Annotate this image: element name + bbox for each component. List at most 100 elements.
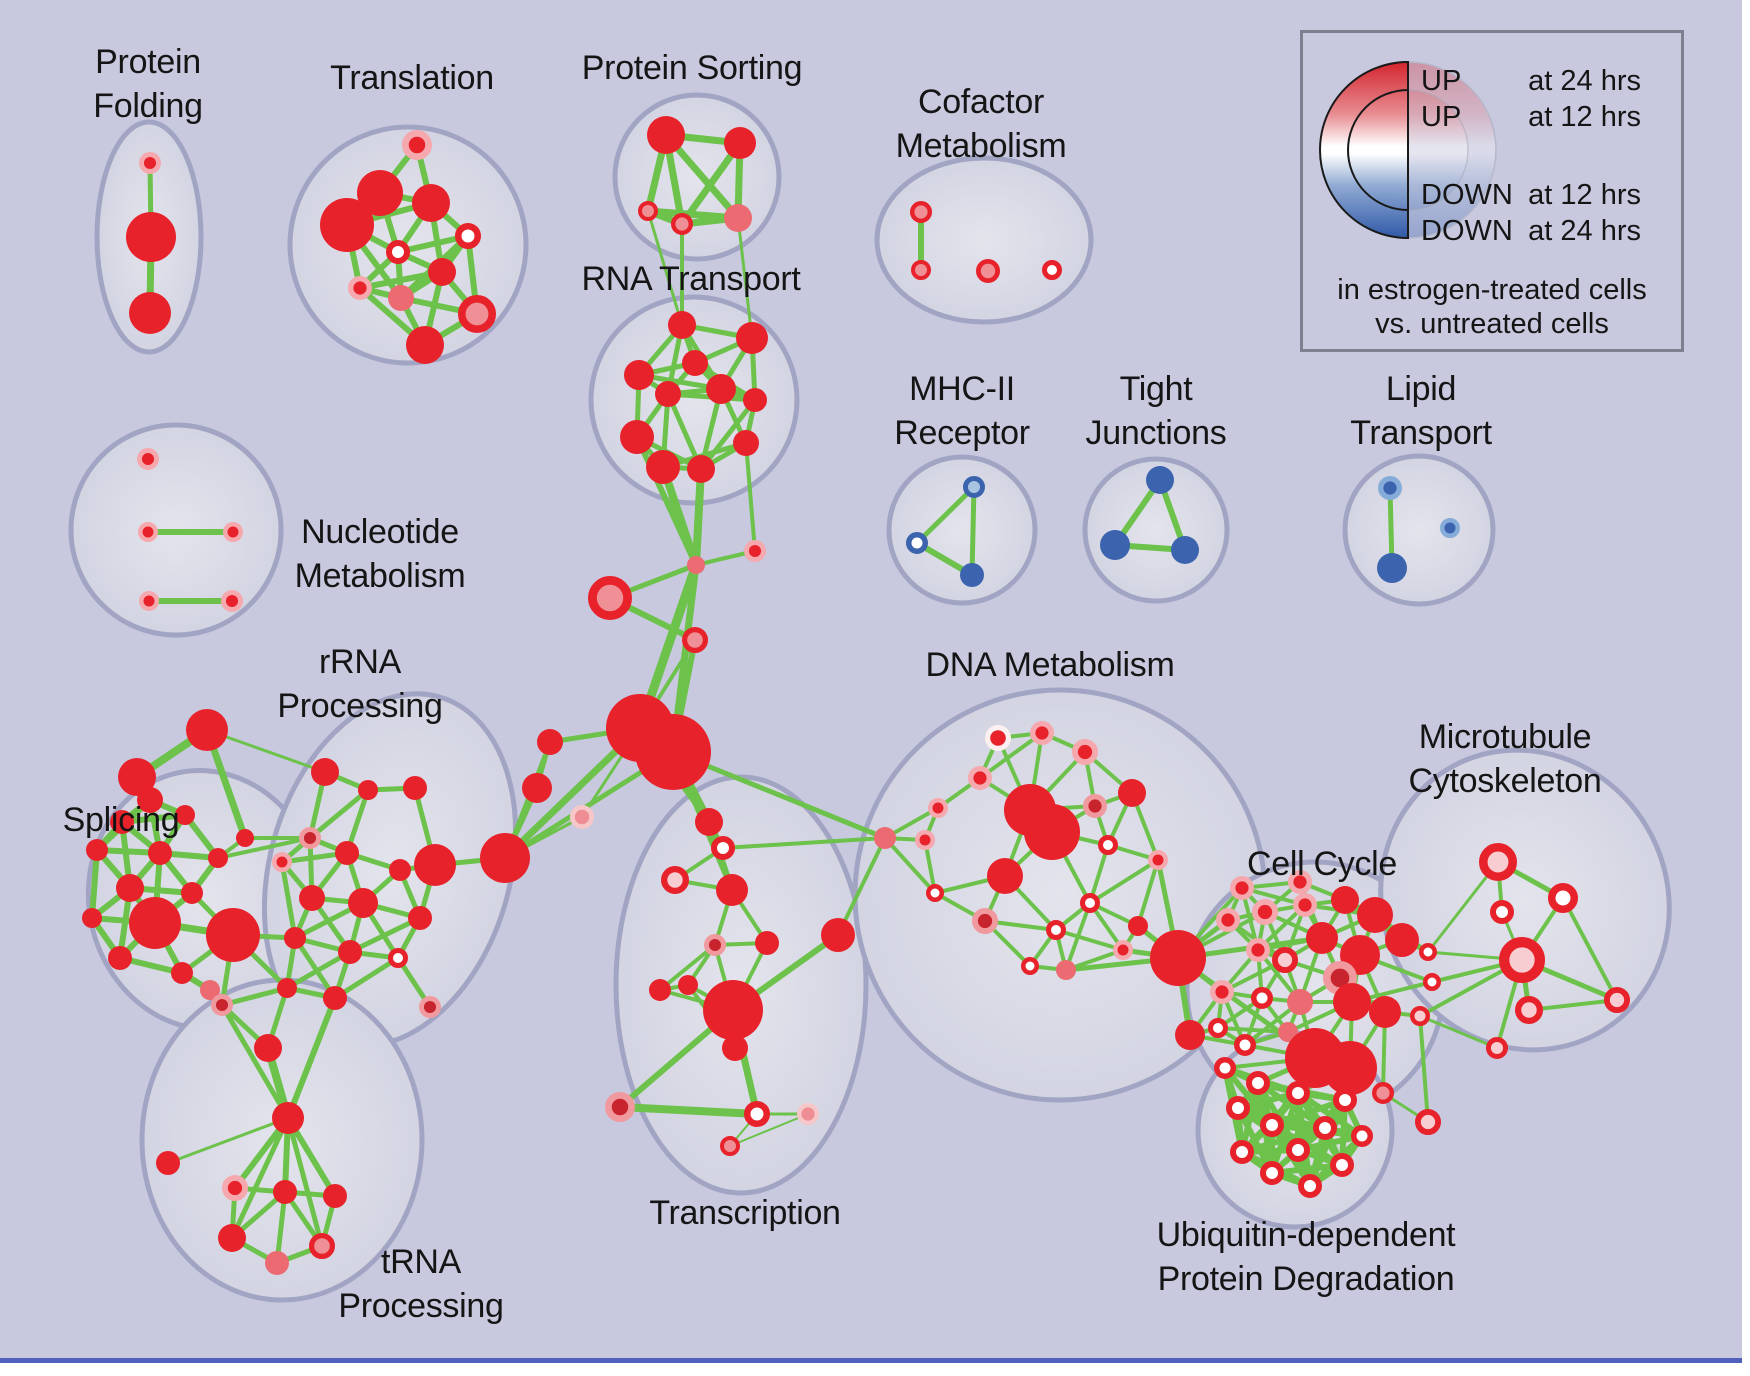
edge-ps3-rt1 xyxy=(646,210,684,326)
node-s8 xyxy=(181,882,203,904)
edge-d12-d16 xyxy=(1088,858,1160,905)
node-d6 xyxy=(1118,779,1146,807)
node-c10 xyxy=(1245,938,1270,963)
node-u6 xyxy=(1260,1113,1284,1137)
node-ps5 xyxy=(724,204,752,232)
node-tg2 xyxy=(118,758,156,796)
node-rt3 xyxy=(624,360,654,390)
node-d21 xyxy=(1056,960,1076,980)
node-mt10 xyxy=(1485,1036,1508,1059)
node-u5 xyxy=(1226,1096,1250,1120)
node-mt4 xyxy=(1499,936,1546,983)
node-ps1 xyxy=(647,116,685,154)
edge-mh1-mh3 xyxy=(969,486,977,576)
node-c3 xyxy=(1292,893,1317,918)
node-nm1 xyxy=(137,448,160,471)
edge-d12-d18 xyxy=(1136,859,1160,927)
node-mh3 xyxy=(960,563,984,587)
legend-up-12-time: at 12 hrs xyxy=(1528,101,1641,133)
node-tr6 xyxy=(703,933,726,956)
legend-box: UP at 24 hrs UP at 12 hrs DOWN at 12 hrs… xyxy=(1300,30,1684,352)
node-u1 xyxy=(1214,1057,1236,1079)
network-nodes xyxy=(82,116,1631,1275)
node-nm4 xyxy=(139,591,159,611)
legend-down-24-time: at 24 hrs xyxy=(1528,215,1641,247)
legend-footer-line2: vs. untreated cells xyxy=(1375,308,1609,340)
node-d15 xyxy=(971,907,998,934)
node-tg1 xyxy=(186,709,228,751)
node-tj1 xyxy=(1146,466,1174,494)
edge-tr2-d22 xyxy=(722,836,886,850)
node-s2 xyxy=(110,810,134,834)
node-nm2 xyxy=(138,522,158,542)
node-r6 xyxy=(335,841,359,865)
node-c14 xyxy=(1234,1034,1256,1056)
node-mt1 xyxy=(1479,843,1518,882)
node-s9 xyxy=(82,908,102,928)
legend-down-12-key: DOWN xyxy=(1421,179,1513,211)
edge-ps2-ps4 xyxy=(679,140,743,227)
node-c12 xyxy=(1287,989,1313,1015)
node-s13 xyxy=(171,962,193,984)
node-nm3 xyxy=(223,522,243,542)
edge-rt9-ch2 xyxy=(744,442,757,552)
legend-up-24-key: UP xyxy=(1421,65,1462,97)
node-s1 xyxy=(137,787,163,813)
node-tl5 xyxy=(455,223,481,249)
node-tr7 xyxy=(678,975,698,995)
node-u10 xyxy=(1286,1138,1310,1162)
edge-d2-d4 xyxy=(978,731,1044,780)
edge-t1-t6 xyxy=(229,1116,291,1240)
node-s10 xyxy=(129,897,181,949)
node-c16 xyxy=(1208,1018,1228,1038)
legend-circle xyxy=(1319,60,1497,240)
node-r4 xyxy=(299,826,322,849)
node-tg3 xyxy=(236,829,254,847)
node-r19 xyxy=(211,993,234,1016)
node-hl2 xyxy=(522,773,552,803)
node-rt10 xyxy=(646,450,680,484)
node-c4 xyxy=(1331,886,1359,914)
node-d12 xyxy=(1148,850,1168,870)
node-s4 xyxy=(86,839,108,861)
node-c25 xyxy=(1287,870,1312,895)
node-tr12 xyxy=(605,1092,635,1122)
node-cf3 xyxy=(976,258,1001,283)
node-tr11 xyxy=(649,979,671,1001)
node-hl1 xyxy=(537,729,563,755)
edge-r19-t1 xyxy=(219,1003,291,1120)
node-rt6 xyxy=(655,381,681,407)
node-rt4 xyxy=(682,350,708,376)
node-u12 xyxy=(1260,1161,1284,1185)
node-cf4 xyxy=(1042,260,1062,280)
edge-mt2-mt6 xyxy=(1561,897,1619,1001)
node-tj3 xyxy=(1171,536,1199,564)
node-c5 xyxy=(1357,897,1393,933)
edge-tr12-tr13 xyxy=(619,1103,758,1118)
node-tl9 xyxy=(388,285,414,311)
edge-tr14-tr15 xyxy=(729,1113,809,1147)
node-cf2 xyxy=(911,260,931,280)
edge-r5-r12 xyxy=(279,861,298,939)
node-c26 xyxy=(1371,1081,1394,1104)
node-c6 xyxy=(1385,923,1419,957)
node-t6 xyxy=(218,1224,246,1252)
node-s5 xyxy=(148,841,172,865)
node-u13 xyxy=(1298,1174,1322,1198)
edge-r15-t1 xyxy=(285,996,338,1120)
node-d19 xyxy=(1113,940,1133,960)
node-tr13 xyxy=(744,1101,770,1127)
cluster-ellipse-mhc xyxy=(886,454,1038,606)
edge-t1-t7 xyxy=(285,1117,325,1247)
node-r14 xyxy=(277,978,297,998)
node-tl3 xyxy=(320,198,374,252)
edge-mt5-mt6 xyxy=(1528,998,1618,1012)
node-u8 xyxy=(1351,1125,1373,1147)
node-tr14 xyxy=(797,1102,820,1125)
node-mh2 xyxy=(906,532,928,554)
node-cf1 xyxy=(910,200,933,223)
node-hub2 xyxy=(635,714,711,790)
legend-footer-line1: in estrogen-treated cells xyxy=(1337,274,1647,306)
node-u11 xyxy=(1330,1153,1354,1177)
